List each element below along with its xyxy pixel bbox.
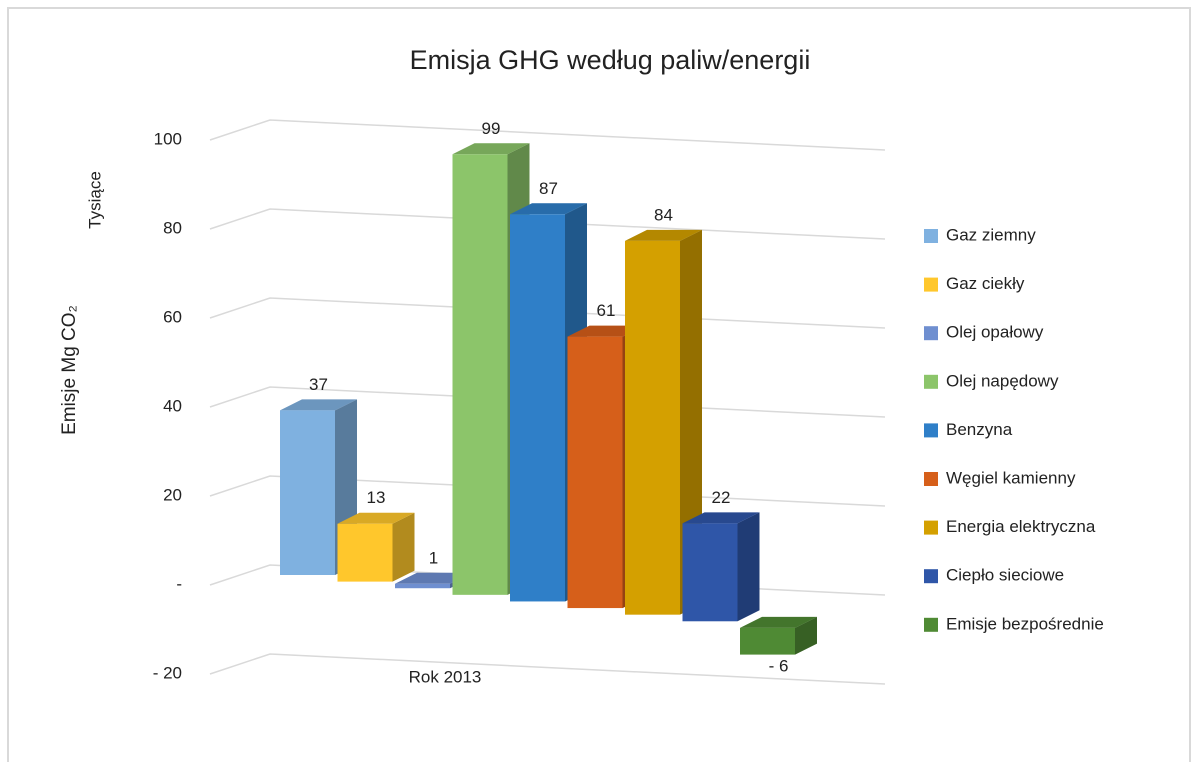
data-label: 87 [539,179,558,198]
bar-front [567,336,623,609]
bar-front [740,627,795,655]
y-tick-label: 80 [163,218,182,237]
bar-top [510,203,587,215]
bar-top-shade [625,229,702,241]
legend-label: Węgiel kamienny [946,468,1076,487]
grid-line [209,208,886,240]
bar-top-shade [452,143,530,155]
bar-side-shade [392,512,415,582]
bar-front [280,410,335,575]
bar-top-shade [280,399,357,411]
bar-top [280,399,357,411]
legend-swatch [924,617,938,632]
bar-front [452,154,508,595]
legend-swatch [924,569,938,584]
bar-front [682,523,738,622]
bar-top [682,512,760,524]
grid-line [209,119,886,151]
bar-front [337,523,393,582]
bar-side [392,512,415,582]
legend-label: Energia elektryczna [946,517,1096,536]
bar-top-shade [337,512,415,524]
grid-line [209,653,886,685]
y-tick-label: 40 [163,396,182,415]
data-label: 99 [482,119,501,138]
bar-top [740,616,817,628]
y-tick-label: - [176,574,182,593]
bar-front [395,583,450,589]
y-tick-label: 60 [163,307,182,326]
legend-label: Gaz ziemny [946,225,1036,244]
legend-swatch [924,326,938,341]
bar [682,512,760,622]
legend-label: Olej opałowy [946,323,1044,342]
legend-swatch [924,472,938,486]
chart-title: Emisja GHG według paliw/energii [410,45,811,75]
bar-side-shade [737,512,760,622]
legend-swatch [924,229,938,243]
legend-label: Emisje bezpośrednie [946,614,1104,633]
legend-swatch [924,520,938,535]
bar-side [737,512,760,622]
legend-label: Gaz ciekły [946,274,1025,293]
bar-top-shade [740,616,817,628]
bar [740,616,817,655]
bar-top-shade [510,203,587,215]
units-label: Tysiące [85,171,104,229]
legend-label: Ciepło sieciowe [946,566,1064,585]
data-label: 22 [712,488,731,507]
data-label: 37 [309,375,328,394]
data-label: - 6 [769,656,789,675]
data-label: 13 [367,488,386,507]
data-label: 84 [654,205,673,224]
legend-swatch [924,277,938,292]
legend-label: Olej napędowy [946,371,1059,390]
bar-front [625,240,680,615]
y-tick-label: 20 [163,485,182,504]
bar-side-shade [795,616,817,655]
legend-label: Benzyna [946,420,1013,439]
legend-swatch [924,423,938,438]
bar-side [795,616,817,655]
y-tick-label: 100 [154,129,182,148]
bar-front [510,214,565,602]
data-label: 1 [429,548,438,567]
bar-top [452,143,530,155]
x-tick-label: Rok 2013 [409,667,482,686]
bar [337,512,415,582]
bar-top-shade [682,512,760,524]
y-axis-label: Emisje Mg CO₂ [59,305,80,435]
data-label: 61 [597,301,616,320]
chart-frame [7,7,1191,762]
bar-top [337,512,415,524]
legend-swatch [924,374,938,389]
bar-top [625,229,702,241]
y-tick-label: - 20 [153,663,182,682]
